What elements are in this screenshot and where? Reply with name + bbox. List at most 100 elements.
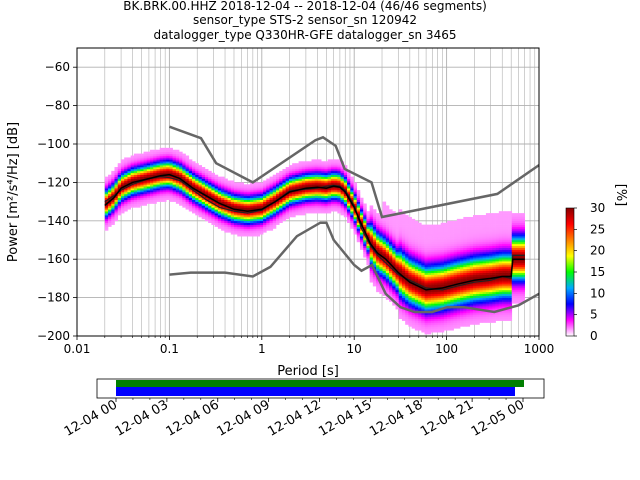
density-cell [146,188,151,191]
density-cell [518,220,522,224]
density-cell [237,220,241,224]
density-cell [408,299,412,302]
density-cell [198,174,203,177]
density-cell [298,161,303,164]
density-cell [272,224,277,227]
density-cell [437,253,442,256]
density-cell [324,161,328,164]
density-cell [279,178,283,181]
x-tick-label: 100 [435,342,458,356]
density-cell [437,291,442,295]
density-cell [440,284,445,287]
density-cell [227,199,232,202]
density-cell [204,207,209,210]
density-cell [263,188,267,191]
density-cell [508,255,513,258]
density-cell [356,207,361,210]
density-cell [127,170,131,174]
density-cell [434,320,438,323]
density-cell [369,234,374,237]
density-cell [188,197,193,200]
density-cell [166,157,170,160]
density-cell [437,251,442,254]
density-cell [385,247,390,250]
density-cell [476,276,480,279]
density-cell [327,197,332,200]
density-cell [279,216,283,220]
density-cell [418,289,422,293]
density-cell [275,205,280,208]
density-cell [489,253,493,256]
density-cell [456,251,461,254]
density-cell [162,159,167,162]
density-cell [243,199,248,202]
density-cell [418,255,422,258]
density-cell [246,228,251,231]
density-cell [250,228,254,231]
density-cell [330,174,335,177]
density-cell [347,172,351,176]
density-cell [463,240,467,243]
density-cell [482,226,487,229]
density-cell [159,159,164,162]
density-cell [195,207,199,210]
density-cell [431,253,435,256]
density-cell [456,301,461,304]
density-cell [221,213,225,216]
colorbar-tick-label: 30 [590,201,605,215]
density-cell [479,226,483,229]
density-cell [292,203,296,206]
density-cell [424,297,429,300]
density-cell [221,193,225,197]
density-cell [398,295,403,298]
density-cell [166,167,170,170]
density-cell [256,213,261,216]
density-cell [250,220,254,224]
density-cell [376,284,380,287]
density-cell [434,305,438,308]
density-cell [311,165,316,168]
density-cell [321,178,325,181]
density-cell [476,222,480,225]
density-cell [211,190,215,193]
density-cell [437,286,442,289]
density-cell [337,165,341,168]
density-cell [453,245,458,248]
density-cell [114,197,119,200]
density-cell [476,291,480,295]
density-cell [221,182,225,185]
density-cell [392,234,396,237]
density-cell [485,282,490,285]
density-cell [330,182,335,185]
density-cell [130,170,135,174]
density-cell [250,188,254,191]
density-cell [498,259,503,262]
density-cell [369,230,374,233]
density-cell [456,288,461,291]
density-cell [250,205,254,208]
density-cell [505,266,509,270]
density-cell [208,197,212,200]
density-cell [411,220,416,224]
density-cell [179,170,183,174]
density-cell [137,161,141,164]
density-cell [521,289,525,293]
density-cell [314,168,319,172]
density-cell [201,186,206,189]
density-cell [159,163,164,166]
density-cell [227,190,232,193]
density-cell [414,253,419,256]
density-cell [259,216,264,220]
density-cell [308,211,312,214]
density-cell [395,268,400,272]
density-cell [376,286,380,289]
density-cell [356,222,361,225]
density-cell [453,240,458,243]
density-cell [392,245,396,248]
density-cell [253,222,257,225]
density-cell [443,232,448,235]
density-cell [330,192,335,195]
density-cell [443,280,448,283]
density-cell [473,243,477,247]
density-cell [282,176,286,179]
